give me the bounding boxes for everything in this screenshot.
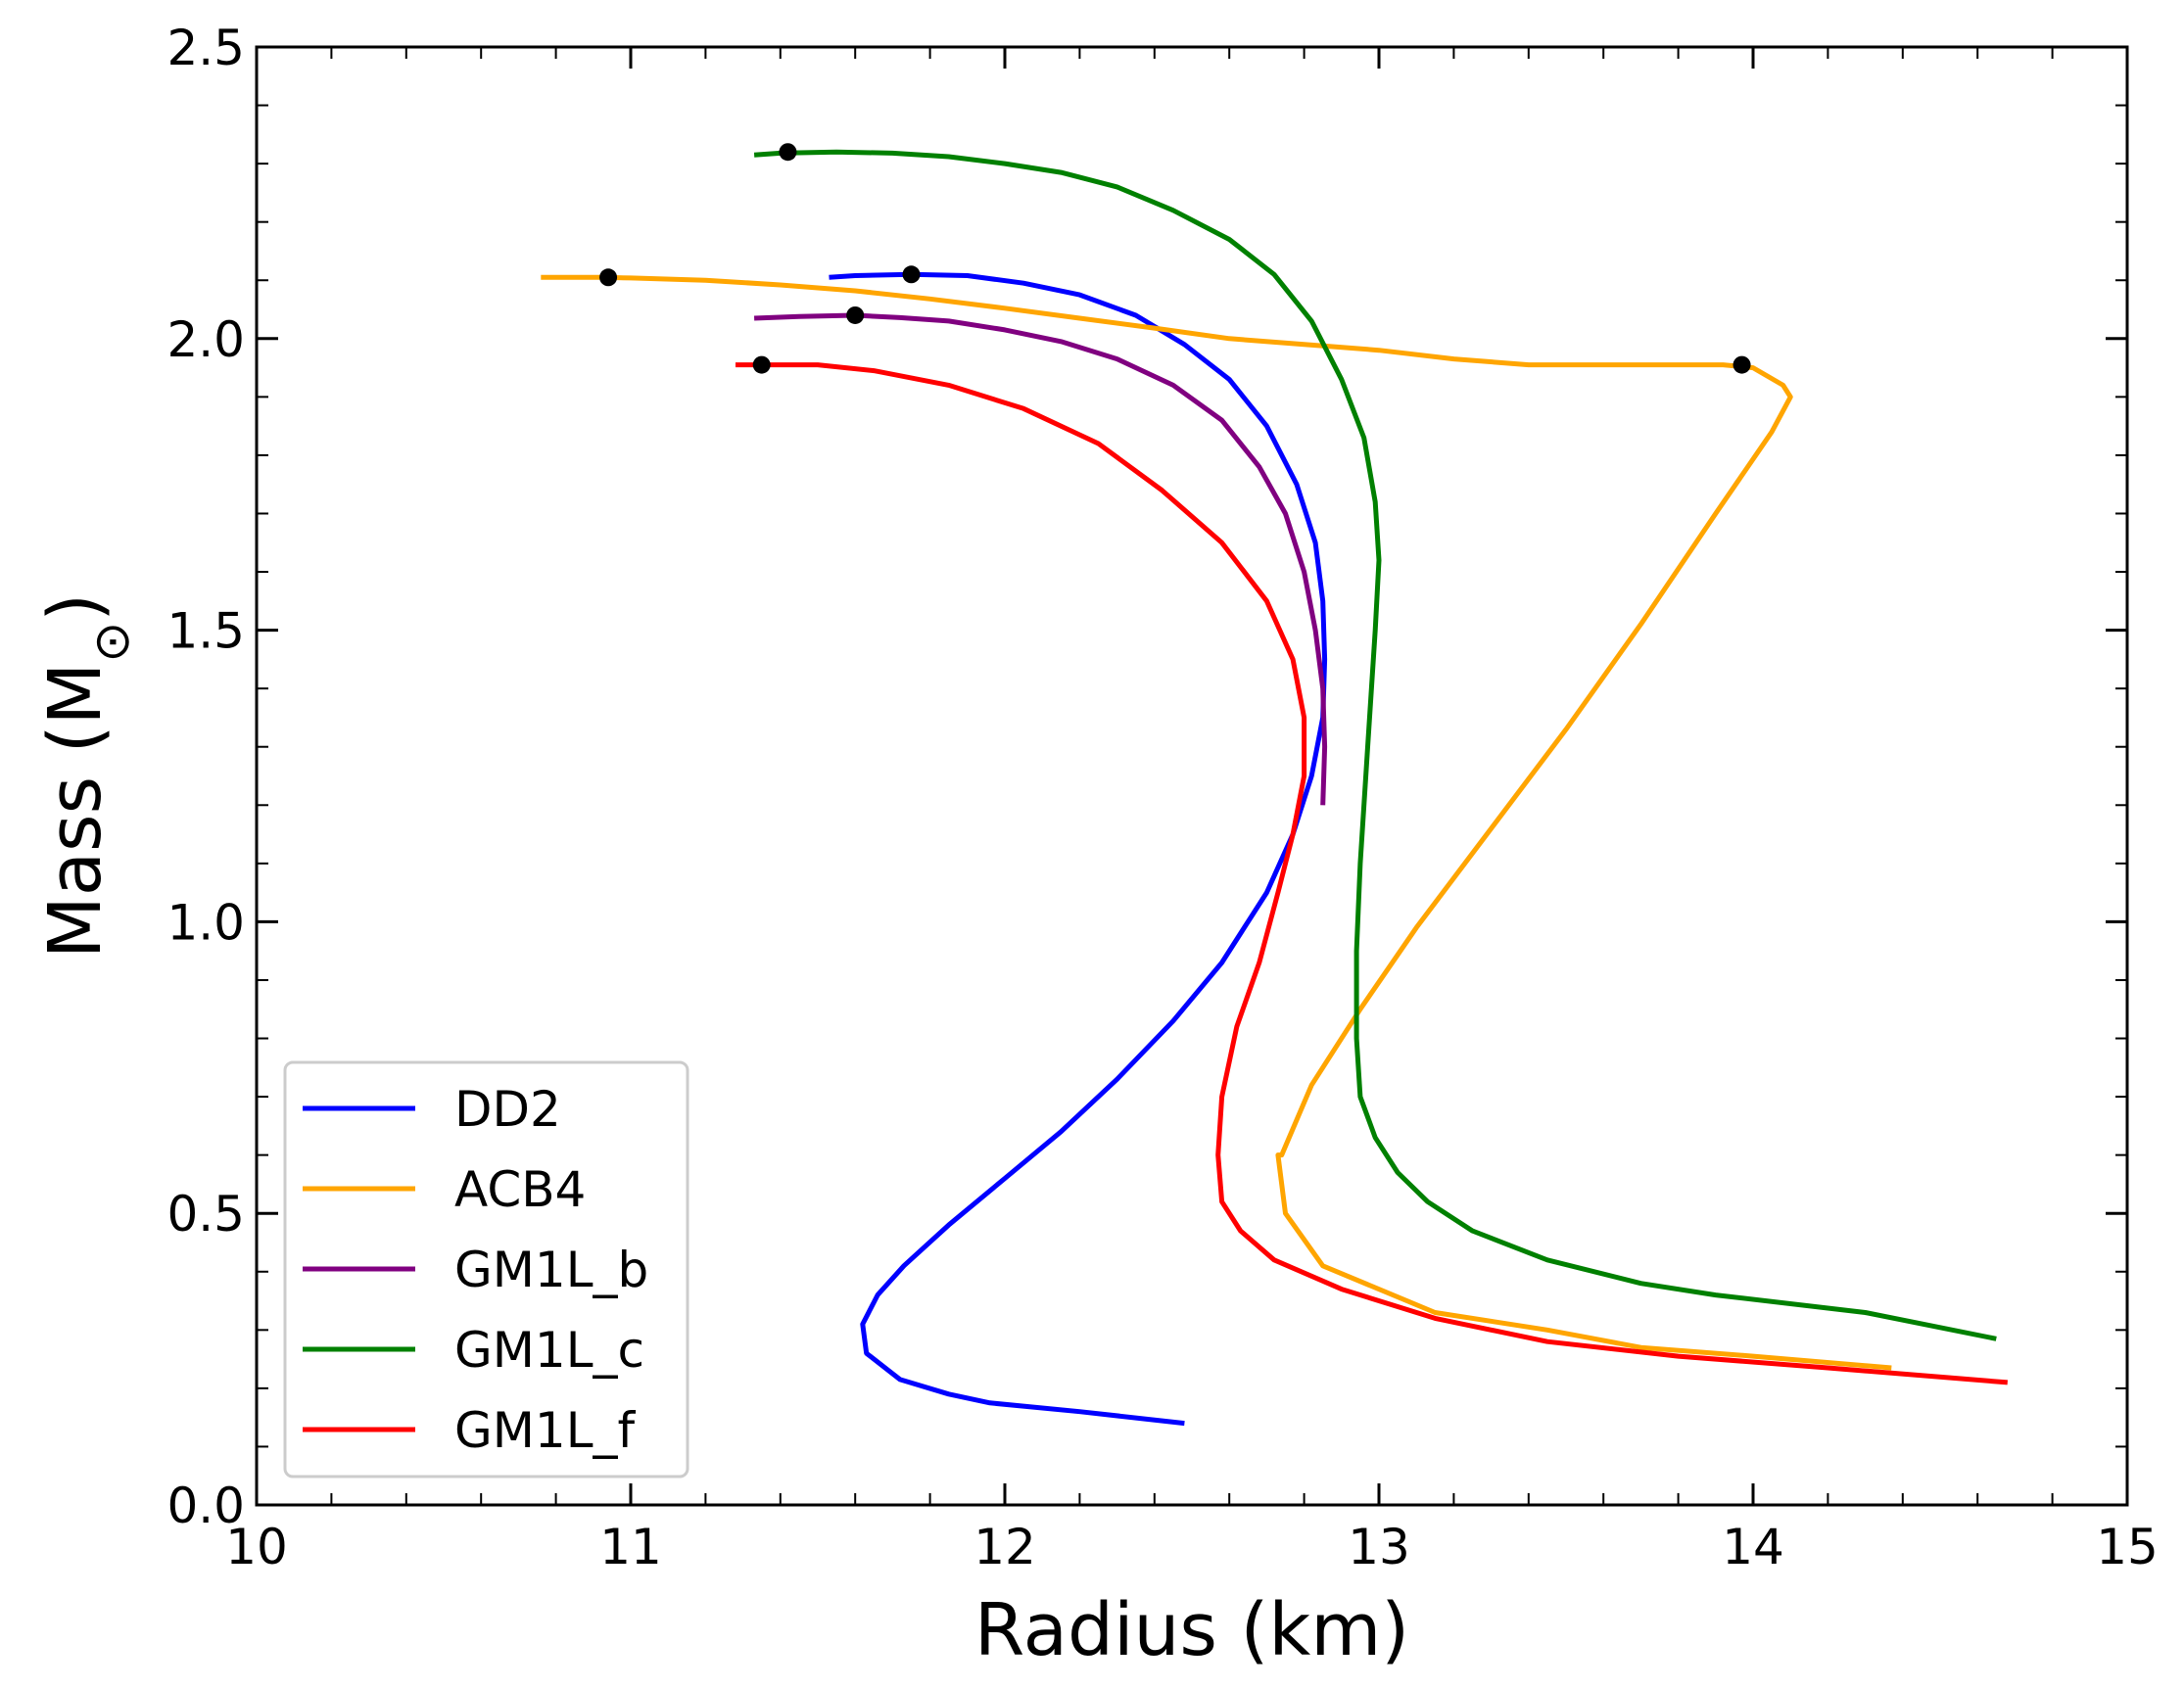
legend-entry-acb4: ACB4 [303, 1161, 586, 1218]
y-tick-label: 1.5 [166, 603, 245, 660]
y-tick-label: 2.5 [166, 20, 245, 76]
legend-label: ACB4 [454, 1161, 586, 1218]
y-axis-label-main: Mass (M [33, 663, 118, 960]
series-line-gm1l-b [754, 312, 1328, 806]
series-lines [541, 149, 2009, 1427]
y-tick-label: 0.5 [166, 1186, 245, 1243]
legend-entries: DD2 ACB4 GM1L_b GM1L_c GM1L_f [303, 1081, 648, 1459]
x-tick-label: 10 [225, 1519, 288, 1575]
x-tick-label: 15 [2096, 1519, 2159, 1575]
x-tick-label: 11 [599, 1519, 662, 1575]
legend-box [283, 1060, 689, 1479]
x-axis-tick-labels: 10 11 12 13 14 15 [225, 1519, 2159, 1575]
x-tick-label: 12 [973, 1519, 1036, 1575]
legend-label: DD2 [454, 1081, 561, 1138]
y-tick-label: 2.0 [166, 311, 245, 368]
marker-points [599, 143, 1751, 374]
legend-label: GM1L_c [454, 1322, 644, 1379]
max-mass-marker-gm1l-c [779, 143, 797, 162]
y-tick-label: 1.0 [166, 894, 245, 951]
y-axis-label: Mass (M⊙) [33, 593, 140, 959]
series-line-acb4 [541, 274, 1892, 1371]
max-mass-marker-gm1l-b [846, 305, 865, 324]
legend-entry-gm1l-c: GM1L_c [303, 1322, 644, 1379]
series-line-gm1l-c [753, 149, 1997, 1341]
max-mass-marker-gm1l-f [752, 355, 771, 374]
legend-label: GM1L_f [454, 1402, 637, 1459]
y-axis-ticks [257, 45, 2127, 1507]
series-line-dd2 [829, 271, 1328, 1427]
y-axis-label-close: ) [33, 593, 118, 622]
x-tick-label: 14 [1722, 1519, 1784, 1575]
series-line-gm1l-f [736, 362, 2009, 1385]
max-mass-marker-acb4 [1733, 355, 1751, 374]
max-mass-marker-acb4 [599, 268, 618, 287]
legend-label: GM1L_b [454, 1242, 648, 1298]
max-mass-marker-dd2 [902, 265, 921, 284]
legend-entry-dd2: DD2 [303, 1081, 561, 1138]
y-axis-tick-labels: 0.0 0.5 1.0 1.5 2.0 2.5 [166, 20, 245, 1534]
legend-entry-gm1l-f: GM1L_f [303, 1402, 637, 1459]
x-tick-label: 13 [1348, 1519, 1410, 1575]
plot-area [541, 143, 2009, 1427]
x-axis-label: Radius (km) [974, 1588, 1409, 1672]
y-axis-label-subscript: ⊙ [83, 622, 140, 663]
y-tick-label: 0.0 [166, 1478, 245, 1534]
legend: DD2 ACB4 GM1L_b GM1L_c GM1L_f [283, 1060, 689, 1479]
legend-entry-gm1l-b: GM1L_b [303, 1242, 648, 1298]
plot-frame [255, 45, 2129, 1507]
